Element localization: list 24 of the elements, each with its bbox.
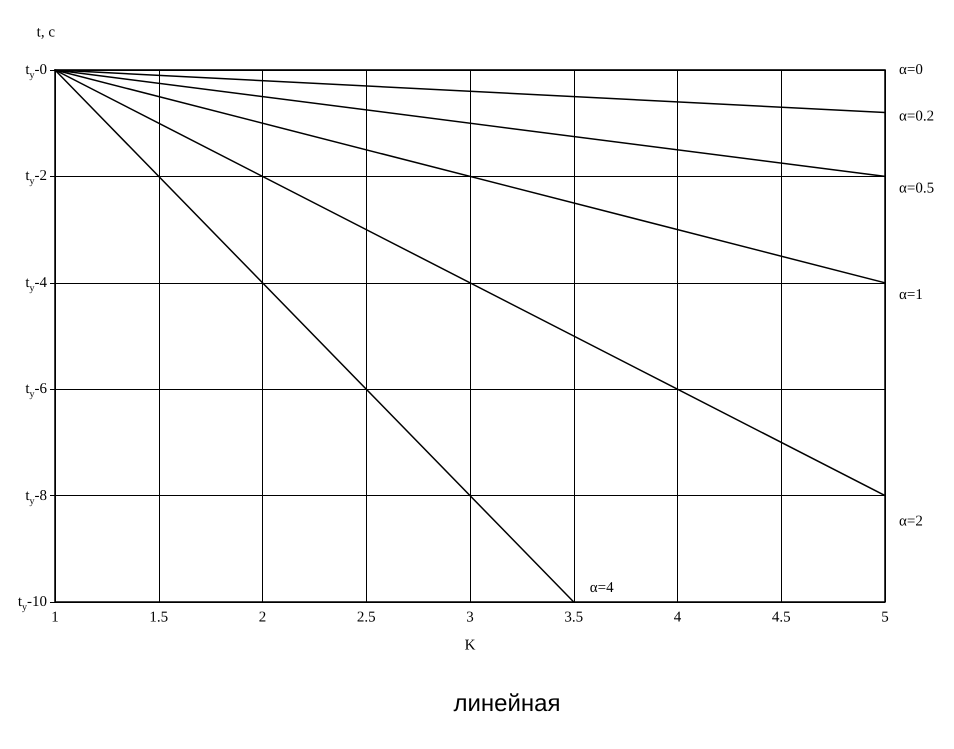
- y-tick-label: t$_{y}$-10: [18, 593, 47, 615]
- y-axis-title: t, c: [36, 24, 56, 40]
- x-tick-label: 1.5: [149, 610, 168, 626]
- series-label: α=4: [590, 580, 614, 596]
- x-tick-label: 1: [51, 610, 59, 626]
- series-label: α=0.5: [899, 180, 934, 196]
- x-tick-label: 5: [881, 610, 889, 626]
- series-label: α=0: [899, 62, 923, 78]
- x-tick-label: 3: [466, 610, 474, 626]
- x-tick-label: 4.5: [772, 610, 791, 626]
- series-label: α=2: [899, 514, 923, 530]
- x-tick-label: 2.5: [356, 610, 376, 626]
- x-tick-label: 3.5: [564, 610, 584, 626]
- y-tick-label: t$_{y}$-4: [25, 274, 47, 296]
- series-label: α=1: [899, 286, 923, 303]
- text: линейная: [452, 690, 562, 718]
- x-tick-label: 2: [258, 610, 266, 626]
- y-tick-label: t$_{y}$-0: [25, 61, 47, 83]
- y-tick-label: t$_{y}$-6: [25, 380, 47, 402]
- x-tick-label: 4: [674, 610, 682, 626]
- series-label: α=0.2: [899, 108, 934, 125]
- y-tick-label: t$_{y}$-2: [25, 167, 47, 190]
- x-axis-title: K: [464, 638, 476, 654]
- y-tick-label: t$_{y}$-8: [25, 486, 47, 509]
